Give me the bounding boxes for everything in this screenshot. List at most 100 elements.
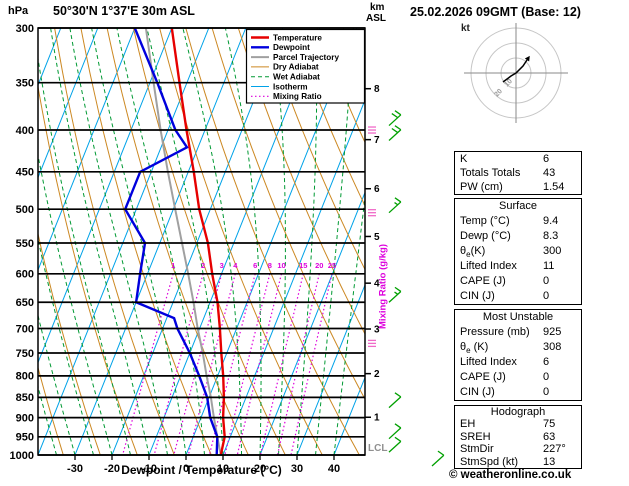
km-tick-label: 4 [374,279,380,290]
data-row-label: CIN (J) [460,290,495,302]
data-row: PW (cm) 1.54 [455,180,581,194]
temp-tick-label: -10 [141,463,157,475]
legend-label: Isotherm [273,82,308,91]
data-row-value: 8.3 [543,230,559,242]
copyright-label: © weatheronline.co.uk [449,469,572,481]
data-row: EH 75 [455,418,581,430]
hodograph-unit-label: kt [461,23,470,34]
pressure-tick-label: 350 [16,77,34,89]
legend-label: Dewpoint [273,43,310,52]
temp-tick-label: -20 [104,463,120,475]
pressure-tick-label: 700 [16,323,34,335]
data-row-label: Pressure (mb) [460,326,530,338]
data-row-label: PW (cm) [460,181,503,193]
pressure-tick-label: 300 [16,23,34,35]
data-row-value: 1.54 [543,181,565,193]
data-row-value: 0 [543,275,550,287]
data-row-label: EH [460,418,476,431]
data-row-label: CAPE (J) [460,371,506,383]
mixing-ratio-value: 8 [268,261,272,270]
data-row: Totals Totals 43 [455,166,581,180]
data-row-value: 925 [543,326,562,338]
asl-axis-label: ASL [366,13,386,24]
mixing-ratio-value-labels: 1 2 3 4 6 8 10 15 20 25 [171,261,336,270]
data-row-value: 6 [543,356,550,368]
pressure-tick-label: 1000 [10,450,34,462]
data-row: Dewp (°C) 8.3 [455,229,581,244]
level-markers [368,126,376,348]
pressure-tick-labels: 300 350 400 450 500 550 600 650 700 750 800 850 900 9… [10,23,34,462]
legend-label: Dry Adiabat [273,63,319,72]
hodograph-trace [502,59,528,83]
pressure-tick-label: 900 [16,412,34,424]
data-row: Lifted Index 11 [455,259,581,274]
data-row: Lifted Index 6 [455,355,581,370]
data-box-most-unstable: Most Unstable Pressure (mb) 925 θe (K) 308 Li… [454,309,582,401]
mixing-ratio-value: 25 [328,261,336,270]
data-box-header: Surface [499,200,537,212]
mixing-ratio-value: 1 [171,261,175,270]
data-row: θe (K) 308 [455,340,581,355]
mixing-ratio-value: 3 [220,261,224,270]
data-row-value: 0 [543,386,550,398]
data-box-header: Hodograph [490,406,546,418]
data-box-hodograph: Hodograph EH 75 SREH 63 StmDir 227° StmSpd (kt)… [454,405,582,469]
mixing-ratio-value: 10 [277,261,285,270]
lcl-marker-label: LCL [368,443,388,454]
wind-barb-column [388,110,445,467]
data-row-value: 0 [543,371,550,383]
mixing-ratio-lines [122,273,333,455]
data-row: StmSpd (kt) 13 [455,456,581,468]
data-row-value: 63 [543,430,556,443]
km-tick-label: 7 [374,135,380,146]
data-box-header: Most Unstable [482,311,554,323]
hodograph-ring-label: 10 [503,78,514,89]
data-row-label: Dewp (°C) [460,230,511,242]
x-axis-title: Dewpoint / Temperature (°C) [121,463,282,477]
pressure-tick-label: 950 [16,432,34,444]
pressure-tick-label: 500 [16,204,34,216]
data-row-label: SREH [460,430,491,443]
data-row-value: 9.4 [543,215,559,227]
legend-label: Parcel Trajectory [273,53,339,62]
hodograph-ring-label: 20 [493,88,504,99]
valid-date-label: 25.02.2026 09GMT (Base: 12) [410,5,581,19]
data-row-value: 13 [543,455,556,468]
temp-tick-label: 40 [328,463,340,475]
data-row-value: 11 [543,260,555,272]
data-row-value: 6 [543,153,550,165]
data-row: CAPE (J) 0 [455,274,581,289]
data-row-label: CIN (J) [460,386,495,398]
km-tick-label: 1 [374,413,380,424]
mixing-ratio-value: 2 [201,261,205,270]
data-row-value: 227° [543,443,566,456]
data-row: CIN (J) 0 [455,289,581,304]
temp-tick-label: 0 [183,463,189,475]
data-row: CAPE (J) 0 [455,370,581,385]
pressure-tick-label: 600 [16,269,34,281]
data-row-label: Lifted Index [460,260,517,272]
mixing-ratio-value: 15 [299,261,307,270]
data-row: θe(K) 300 [455,244,581,259]
data-row-label: Totals Totals [460,167,521,179]
data-row-label: CAPE (J) [460,275,506,287]
data-row: StmDir 227° [455,443,581,455]
legend-label: Wet Adiabat [273,73,320,82]
km-tick-label: 5 [374,232,380,243]
data-row-label: θe(K) [460,245,486,260]
km-tick-label: 8 [374,84,380,95]
mixing-ratio-value: 20 [315,261,323,270]
data-row-value: 300 [543,245,562,257]
data-row: CIN (J) 0 [455,385,581,400]
pressure-tick-label: 450 [16,167,34,179]
km-axis-label: km [370,2,385,13]
mixing-ratio-value: 4 [233,261,238,270]
data-row-label: K [460,153,468,165]
km-tick-labels: 1 2 3 4 5 6 7 8 [365,84,380,424]
hodograph-arrowhead [524,55,530,62]
data-row-value: 308 [543,341,562,353]
data-row: Pressure (mb) 925 [455,325,581,340]
mixing-ratio-axis-label: Mixing Ratio (g/kg) [377,244,389,329]
